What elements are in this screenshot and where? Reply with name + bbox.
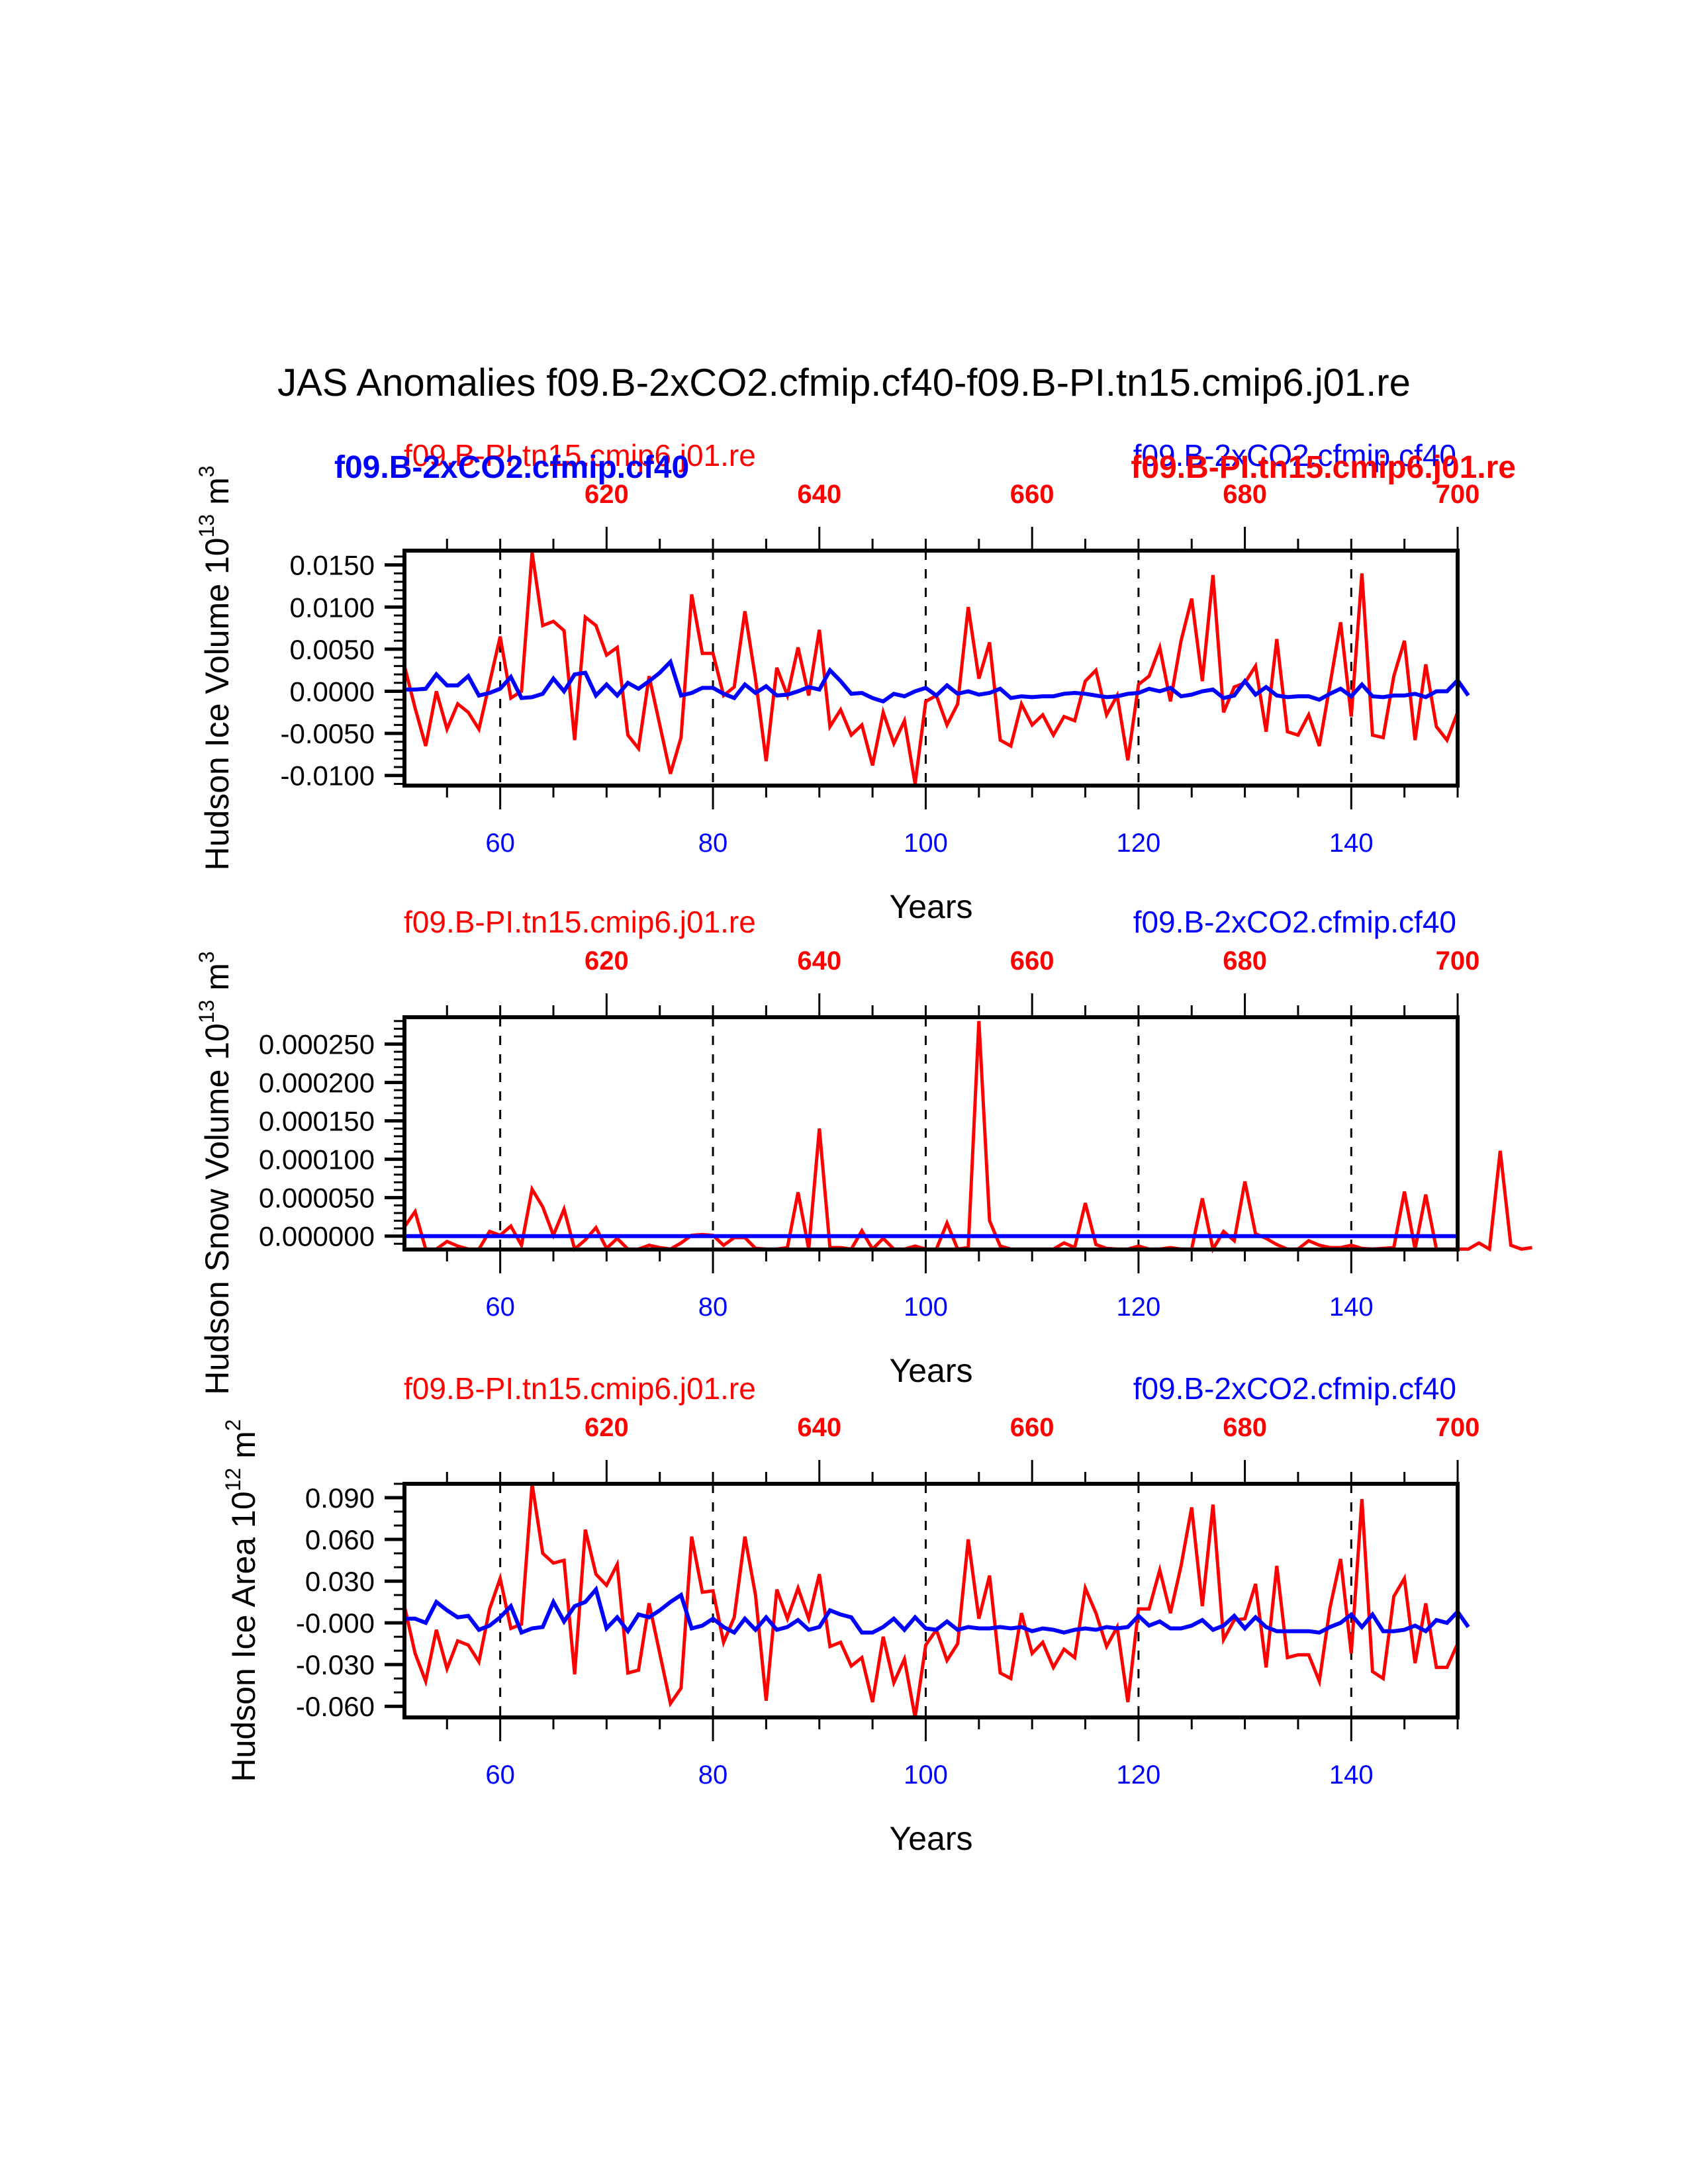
x-tick-label-top: 680 (1223, 1413, 1267, 1442)
y-tick-label: 0.000200 (259, 1068, 375, 1099)
x-tick-label-top: 660 (1010, 946, 1055, 976)
x-tick-label-bottom: 120 (1117, 1760, 1161, 1790)
x-tick-label-top: 620 (585, 1413, 629, 1442)
y-label-unit-exponent: 2 (221, 1419, 245, 1431)
x-tick-label-bottom: 80 (698, 1760, 728, 1790)
x-tick-label-top: 700 (1436, 480, 1480, 509)
y-tick-label: 0.0050 (290, 634, 375, 665)
x-tick-label-top: 660 (1010, 480, 1055, 509)
x-tick-label-top: 680 (1223, 480, 1267, 509)
panels: -0.0100 -0.0050 0.0000 0.0050 0.0100 0.0150 60… (195, 438, 1532, 1857)
x-tick-label-bottom: 120 (1117, 829, 1161, 858)
series-line-exp (404, 1585, 1470, 1635)
x-tick-label-bottom: 100 (904, 1760, 948, 1790)
y-tick-label: -0.060 (296, 1691, 375, 1722)
x-tick-label-top: 640 (797, 1413, 841, 1442)
plot-frame (402, 1015, 1460, 1251)
y-label-text: Hudson Snow Volume 10 (199, 1023, 236, 1394)
panel-3: -0.060 -0.030 -0.000 0.030 0.060 0.090 60 80 100… (221, 1371, 1479, 1857)
y-label-unit: m (199, 963, 236, 1000)
x-tick-label-top: 640 (797, 480, 841, 509)
x-tick-label-top: 680 (1223, 946, 1267, 976)
y-label-text: Hudson Ice Volume 10 (199, 537, 236, 870)
y-tick-label: -0.0100 (281, 760, 375, 792)
y-tick-label: 0.000150 (259, 1106, 375, 1137)
x-tick-label-bottom: 100 (904, 829, 948, 858)
overlap-label-exp: f09.B-2xCO2.cfmip.cf40 (334, 450, 689, 485)
x-tick-label-bottom: 60 (485, 1760, 515, 1790)
x-tick-label-bottom: 100 (904, 1293, 948, 1322)
y-axis-label: Hudson Snow Volume 1013 m3 (195, 951, 236, 1394)
x-axis-label: Years (889, 1352, 972, 1389)
x-tick-label-bottom: 60 (485, 1293, 515, 1322)
x-axis-label: Years (889, 888, 972, 925)
x-tick-label-bottom: 140 (1329, 1293, 1374, 1322)
x-tick-label-bottom: 80 (698, 1293, 728, 1322)
y-tick-label: 0.0000 (290, 676, 375, 707)
x-tick-label-bottom: 140 (1329, 1760, 1374, 1790)
y-tick-label: 0.000050 (259, 1183, 375, 1214)
y-label-unit-exponent: 3 (195, 465, 218, 477)
y-tick-label: -0.0050 (281, 718, 375, 749)
x-tick-label-top: 620 (585, 946, 629, 976)
x-tick-label-top: 620 (585, 480, 629, 509)
x-tick-label-top: 700 (1436, 946, 1480, 976)
y-axis-label: Hudson Ice Area 1012 m2 (221, 1419, 262, 1782)
x-tick-label-bottom: 140 (1329, 829, 1374, 858)
x-tick-label-top: 640 (797, 946, 841, 976)
y-tick-label: 0.090 (305, 1482, 375, 1514)
legend-exp: f09.B-2xCO2.cfmip.cf40 (1133, 905, 1456, 939)
y-tick-label: 0.0150 (290, 550, 375, 581)
plot-frame (402, 1482, 1460, 1719)
x-axis-label: Years (889, 1820, 972, 1857)
legend-ctrl: f09.B-PI.tn15.cmip6.j01.re (404, 1371, 756, 1406)
x-tick-label-bottom: 80 (698, 829, 728, 858)
y-label-exponent: 13 (195, 1000, 218, 1024)
y-label-unit-exponent: 3 (195, 951, 218, 963)
legend-ctrl: f09.B-PI.tn15.cmip6.j01.re (404, 438, 756, 473)
y-tick-label: 0.000250 (259, 1029, 375, 1060)
legend-exp: f09.B-2xCO2.cfmip.cf40 (1133, 1371, 1456, 1406)
y-tick-label: -0.000 (296, 1608, 375, 1639)
y-axis-label: Hudson Ice Volume 1013 m3 (195, 465, 236, 870)
y-tick-label: 0.0100 (290, 592, 375, 623)
y-tick-label: -0.030 (296, 1649, 375, 1680)
series-line-ctrl (402, 552, 1460, 784)
y-label-unit: m (225, 1431, 262, 1468)
legend-exp: f09.B-2xCO2.cfmip.cf40 (1133, 438, 1456, 473)
x-tick-label-bottom: 120 (1117, 1293, 1161, 1322)
x-tick-label-top: 660 (1010, 1413, 1055, 1442)
y-tick-label: 0.060 (305, 1524, 375, 1555)
plot-frame (402, 549, 1460, 788)
y-tick-label: 0.000000 (259, 1221, 375, 1252)
legend-ctrl: f09.B-PI.tn15.cmip6.j01.re (404, 905, 756, 939)
y-label-text: Hudson Ice Area 10 (225, 1491, 262, 1782)
series-line-exp (404, 658, 1470, 704)
y-label-exponent: 12 (221, 1468, 245, 1492)
x-tick-label-top: 700 (1436, 1413, 1480, 1442)
panel-1: -0.0100 -0.0050 0.0000 0.0050 0.0100 0.0150 60… (195, 438, 1516, 925)
y-label-unit: m (199, 477, 236, 514)
panel-2: 0.000000 0.000050 0.000100 0.000150 0.000200… (195, 905, 1532, 1395)
y-tick-label: 0.030 (305, 1566, 375, 1597)
y-tick-label: 0.000100 (259, 1144, 375, 1175)
chart-title: JAS Anomalies f09.B-2xCO2.cfmip.cf40-f09… (277, 361, 1411, 404)
y-label-exponent: 13 (195, 514, 218, 538)
x-tick-label-bottom: 60 (485, 829, 515, 858)
overlap-label-ctrl: f09.B-PI.tn15.cmip6.j01.re (1131, 450, 1516, 485)
